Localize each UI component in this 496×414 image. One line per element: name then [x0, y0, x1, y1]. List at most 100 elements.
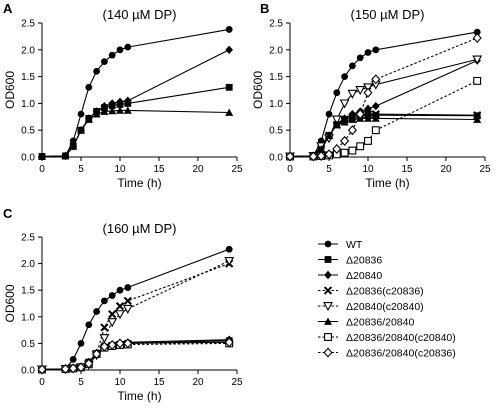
- panel-b-series-wt-marker: [341, 73, 348, 80]
- panel-b-series-delta-20836-20840-c20836-marker: [324, 149, 334, 160]
- legend-item-delta-20840-c20840-marker: [323, 302, 333, 312]
- panel-c-series-delta-20840-c20840-marker: [115, 310, 125, 320]
- panel-b-series-delta-20840-c20840-marker: [472, 55, 483, 65]
- panel-b-series-delta-20836-c20836-marker: [371, 110, 380, 119]
- panel-b-series-wt-marker: [364, 49, 372, 56]
- panel-b-x-tick-label: 20: [440, 164, 452, 175]
- panel-a-y-tick-label: 2.0: [21, 45, 35, 56]
- panel-c-x-tick-label: 5: [78, 377, 84, 388]
- panel-b-y-tick-label: 1.5: [269, 72, 283, 83]
- panel-b-series-delta-20836-20840-c20836: [285, 32, 482, 162]
- panel-c-series-delta-20840-c20840-marker: [107, 318, 118, 328]
- panel-c-series-delta-20836-20840-c20836-marker: [107, 339, 117, 351]
- panel-b-series-delta-20840-c20840-marker: [339, 99, 350, 109]
- legend-item-delta-20836-20840-c20836-label: Δ20836/20840(c20836): [346, 347, 456, 359]
- panel-a-series-delta-20836: [38, 83, 233, 160]
- panel-b-y-tick-label: 2.0: [269, 45, 283, 56]
- panel-c-x-tick-label: 25: [231, 377, 243, 388]
- panel-a-y-tick-label: 1.5: [21, 72, 35, 83]
- panel-b-series-delta-20836-20840-c20836-marker: [355, 109, 365, 120]
- legend-item-delta-20836-c20836-label: Δ20836(c20836): [346, 285, 424, 297]
- legend-item-delta-20836-c20836: Δ20836(c20836): [318, 285, 424, 297]
- legend-item-delta-20840: Δ20840: [318, 270, 382, 282]
- panel-a-series-delta-20836-20840-marker: [100, 107, 109, 115]
- legend-item-delta-20836-c20836-marker: [323, 286, 333, 295]
- legend-item-delta-20840-c20840: Δ20840(c20840): [318, 301, 424, 313]
- panel-c-series-wt: [38, 245, 233, 373]
- panel-c-series-delta-20836-20840-c20836-marker: [224, 337, 234, 348]
- panel-b-series-delta-20836-20840-c20840-marker: [340, 148, 349, 157]
- panel-c-y-tick-label: 1.0: [21, 312, 35, 323]
- panel-c-series-wt-marker: [85, 321, 93, 329]
- panel-b-series-delta-20840-marker: [372, 101, 380, 111]
- panel-a-x-tick-label: 0: [39, 164, 45, 175]
- legend-item-delta-20836-20840-c20836: Δ20836/20840(c20836): [318, 347, 456, 359]
- panel-b-series-delta-20836-20840-marker: [325, 131, 333, 139]
- panel-b-series-delta-20836-20840-c20836-marker: [472, 32, 482, 44]
- panel-c-series-delta-20836-20840-c20836-marker: [92, 349, 102, 360]
- panel-a-x-tick-label: 25: [231, 164, 243, 175]
- panel-a-series-wt-marker: [77, 110, 85, 118]
- panel-a-series-wt-marker: [108, 51, 116, 59]
- panel-b-series-delta-20836-20840-c20836-line: [290, 37, 478, 158]
- panel-b-series-delta-20836-20840-c20836-marker: [371, 74, 381, 85]
- panel-b-series-wt-marker: [473, 28, 481, 36]
- panel-a-series-delta-20836-marker: [225, 83, 233, 91]
- panel-b-series-delta-20836-20840-c20836-marker: [316, 150, 326, 161]
- panel-c-series-wt-marker: [69, 355, 77, 363]
- panel-b-series-delta-20836-20840-c20836-marker: [332, 143, 342, 154]
- panel-a-series-wt-line: [41, 28, 230, 158]
- legend-item-delta-20836-20840-c20840-label: Δ20836/20840(c20840): [346, 332, 456, 344]
- panel-b-series-delta-20836-20840-marker: [317, 144, 326, 153]
- panel-c-y-tick-label: 2.5: [21, 233, 35, 244]
- panel-c-y-tick-label: 0.5: [21, 339, 35, 350]
- panel-c-x-tick-label: 20: [192, 377, 204, 388]
- panel-b-x-tick-label: 0: [287, 164, 293, 175]
- legend-item-delta-20840-marker: [324, 270, 332, 280]
- panel-b-series-wt-marker: [333, 89, 341, 97]
- panel-c-y-tick-label: 1.5: [21, 286, 35, 297]
- panel-c-series-delta-20836-c20836-line: [41, 263, 230, 371]
- panel-c-y-tick-label: 0.0: [21, 366, 35, 377]
- panel-a-series-delta-20840-marker: [124, 96, 132, 105]
- chart-panel-c: 0.0 0.5 1.0 1.5 2.0 2.5 0 5 10 15 20 25 Time (h) OD60…: [3, 221, 243, 403]
- panel-a-series-delta-20836-20840-marker: [116, 106, 124, 114]
- legend-item-delta-20836-label: Δ20836: [346, 254, 382, 266]
- panel-b-title: (150 µM DP): [351, 7, 425, 22]
- legend-item-wt-marker: [324, 240, 332, 248]
- panel-b-series-delta-20840-c20840-marker: [331, 115, 342, 125]
- panel-a-series-delta-20836-20840: [38, 106, 234, 160]
- panel-b-series-delta-20836-20840-c20836-marker: [363, 87, 373, 98]
- panel-c-series-delta-20836-20840-c20836-marker: [76, 362, 86, 373]
- panel-b-series-delta-20836-20840-c20840-marker: [356, 142, 365, 151]
- panel-c-series-delta-20836-20840-c20836: [37, 337, 234, 375]
- panel-a-y-tick-label: 0.5: [21, 126, 35, 137]
- panel-c-x-tick-label: 0: [39, 377, 45, 388]
- panel-c-series-wt-marker: [101, 297, 108, 305]
- panel-b-series-delta-20836-20840-c20836-marker: [308, 151, 318, 162]
- panel-b-series-delta-20840-c20840-marker: [347, 89, 358, 99]
- legend-item-delta-20836-20840-label: Δ20836/20840: [346, 316, 414, 328]
- panel-a-series-delta-20836-20840-marker: [69, 142, 78, 150]
- panel-b-series-delta-20836-c20836-marker: [473, 111, 482, 120]
- panel-a-x-tick-label: 20: [192, 164, 204, 175]
- panel-b-series-delta-20836-20840-marker: [371, 114, 380, 122]
- panel-a-series-delta-20836-20840-marker: [92, 110, 101, 118]
- panel-c-series-delta-20840-c20840-marker: [122, 304, 133, 314]
- panel-c-series-delta-20836-20840-c20836-marker: [68, 363, 78, 374]
- panel-b-series-delta-20836-20840-c20840-marker: [364, 136, 372, 145]
- legend-item-delta-20836-marker: [324, 256, 332, 263]
- legend-item-delta-20836-20840-marker: [324, 317, 332, 325]
- panel-b-series-delta-20840-c20840-marker: [363, 83, 373, 93]
- panel-c-series-wt-marker: [116, 286, 124, 294]
- panel-c-series-delta-20836-20840-c20836-marker: [84, 358, 94, 369]
- panel-a-series-delta-20840-marker: [116, 97, 124, 106]
- panel-a-series-delta-20840-marker: [100, 101, 109, 111]
- panel-c-x-axis-title: Time (h): [117, 389, 161, 403]
- panel-c-series-delta-20840-c20840-marker: [99, 334, 110, 344]
- panel-a-y-tick-label: 0.0: [21, 153, 35, 164]
- panel-b-series-delta-20836-20840-c20840-marker: [473, 76, 482, 85]
- panel-a-series-delta-20836-20840-marker: [84, 115, 93, 123]
- panel-b-series-delta-20836-c20836-marker: [363, 110, 373, 119]
- panel-a-title: (140 µM DP): [103, 7, 177, 22]
